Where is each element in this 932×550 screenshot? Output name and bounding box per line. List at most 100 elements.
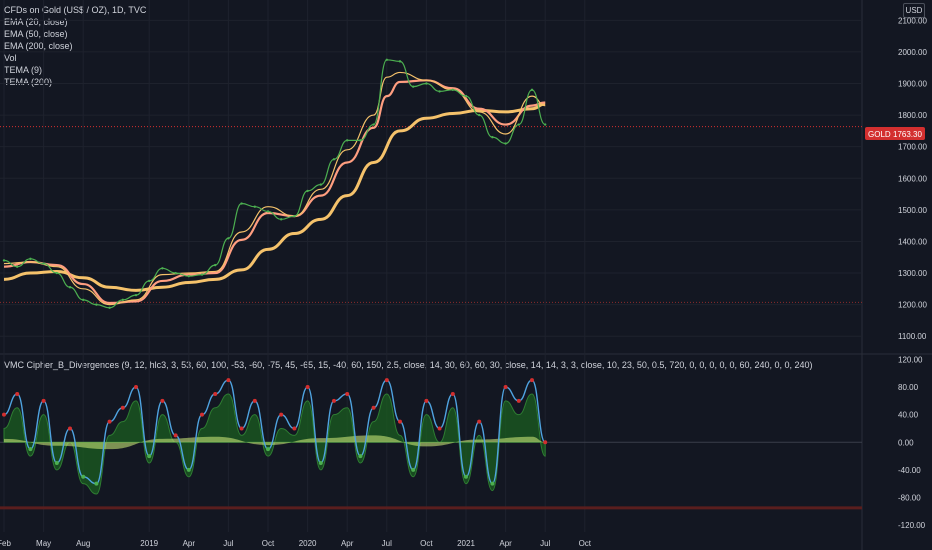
price-point	[161, 267, 164, 270]
study-vol[interactable]: Vol	[4, 53, 17, 63]
price-point	[306, 189, 309, 193]
wave-cross-dot	[332, 398, 336, 403]
price-point	[332, 158, 336, 161]
wave-cross-dot	[318, 460, 323, 465]
price-point	[95, 303, 98, 306]
chart-legend: CFDs on Gold (US$ / OZ), 1D, TVC EMA (20…	[4, 4, 146, 88]
indicator-tick-label: -80.00	[898, 493, 921, 502]
price-tick-label: 1300.00	[898, 269, 927, 278]
study-ema20[interactable]: EMA (20, close)	[4, 17, 68, 27]
price-point	[187, 274, 190, 278]
indicator-tick-label: -120.00	[898, 521, 926, 530]
wave-cross-dot	[292, 426, 297, 431]
price-tick-label: 1800.00	[898, 111, 927, 120]
time-tick-label: Aug	[76, 539, 90, 548]
price-pane	[0, 58, 862, 309]
price-point	[29, 257, 32, 261]
indicator-pane	[0, 378, 862, 510]
price-point	[385, 58, 388, 62]
price-point	[293, 214, 296, 218]
price-point	[266, 210, 270, 213]
time-tick-label: Jul	[382, 539, 392, 548]
price-point	[478, 113, 481, 117]
wave-cross-dot	[450, 391, 455, 396]
study-tema9[interactable]: TEMA (9)	[4, 65, 43, 75]
wave-cross-dot	[15, 391, 20, 396]
wave-cross-dot	[81, 474, 86, 479]
series-wave-2	[3, 393, 546, 495]
time-tick-label: Oct	[262, 539, 275, 548]
price-point	[359, 139, 362, 142]
price-point	[108, 306, 111, 309]
wave-cross-dot	[490, 481, 495, 486]
time-tick-label: Oct	[579, 539, 592, 548]
wave-cross-dot	[424, 398, 429, 403]
series-ema-200-close-	[3, 102, 546, 292]
price-point	[240, 202, 243, 205]
wave-cross-dot	[530, 378, 534, 383]
price-tick-label: 1400.00	[898, 237, 927, 246]
study-tema200[interactable]: TEMA (200)	[4, 77, 53, 87]
indicator-tick-label: 0.00	[898, 438, 914, 447]
wave-cross-dot	[200, 412, 204, 417]
wave-cross-dot	[345, 391, 350, 396]
wave-cross-dot	[384, 378, 389, 383]
indicator-axis: 120.00 80.00 40.00 0.00 -40.00 -80.00 -120.00	[898, 355, 926, 530]
time-axis: Feb May Aug 2019 Apr Jul Oct 2020 Apr Jul Oct 2021 A…	[0, 539, 592, 548]
price-point	[253, 205, 256, 208]
price-axis: 2100.00 2000.00 1900.00 1800.00 1700.00 1600.…	[898, 16, 927, 341]
wave-cross-dot	[28, 447, 33, 452]
price-point	[372, 123, 375, 126]
price-point	[2, 259, 6, 262]
price-tick-label: 2000.00	[898, 48, 927, 57]
price-tick-label: 2100.00	[898, 16, 927, 25]
time-tick-label: May	[36, 539, 51, 548]
price-tick-label: 1700.00	[898, 143, 927, 152]
time-tick-label: Feb	[0, 539, 11, 548]
study-ema50[interactable]: EMA (50, close)	[4, 29, 68, 39]
price-point	[491, 135, 494, 139]
price-point	[16, 265, 19, 268]
last-price-symbol: GOLD	[868, 130, 891, 139]
indicator-tick-label: 120.00	[898, 355, 923, 364]
wave-cross-dot	[68, 426, 72, 431]
wave-cross-dot	[477, 419, 482, 424]
price-point	[438, 90, 441, 93]
wave-cross-dot	[411, 467, 416, 472]
indicator-tick-label: -40.00	[898, 466, 921, 475]
series-money-flow	[4, 435, 546, 450]
time-tick-label: Apr	[183, 539, 196, 548]
price-tick-label: 1200.00	[898, 301, 927, 310]
wave-cross-dot	[371, 405, 376, 410]
time-tick-label: 2021	[457, 539, 475, 548]
price-point	[134, 293, 138, 297]
price-point	[464, 94, 468, 98]
study-ema200[interactable]: EMA (200, close)	[4, 41, 73, 51]
wave-cross-dot	[173, 433, 178, 438]
price-point	[544, 123, 547, 126]
last-price-label: GOLD 1763.30	[865, 127, 925, 140]
wave-cross-dot	[2, 412, 6, 417]
price-point	[148, 279, 151, 283]
price-point	[319, 183, 322, 186]
wave-cross-dot	[398, 419, 402, 424]
wave-cross-dot	[305, 385, 310, 390]
wave-cross-dot	[226, 378, 231, 383]
price-tick-label: 1900.00	[898, 79, 927, 88]
price-point	[68, 286, 72, 289]
time-tick-label: 2020	[299, 539, 317, 548]
wave-cross-dot	[543, 440, 548, 445]
price-point	[530, 88, 534, 92]
currency-button[interactable]: USD	[903, 3, 925, 18]
price-point	[504, 142, 507, 145]
wave-cross-dot	[503, 385, 508, 390]
price-point	[346, 139, 349, 142]
indicator-title[interactable]: VMC Cipher_B_Divergences (9, 12, hlc3, 3…	[4, 360, 813, 370]
price-point	[200, 273, 204, 276]
symbol-title[interactable]: CFDs on Gold (US$ / OZ), 1D, TVC	[4, 5, 147, 15]
indicator-tick-label: 40.00	[898, 411, 919, 420]
wave-cross-dot	[266, 447, 270, 452]
price-tick-label: 1600.00	[898, 174, 927, 183]
